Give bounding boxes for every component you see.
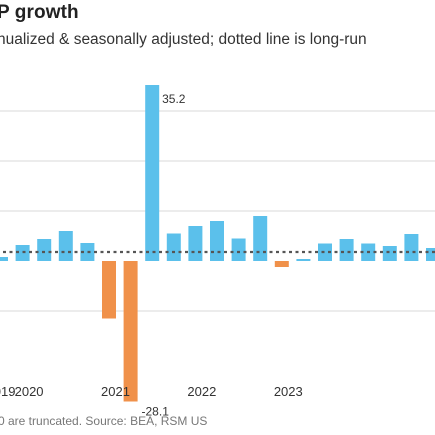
bar (102, 261, 116, 319)
bar (426, 248, 435, 261)
bars (0, 85, 435, 402)
bar (0, 257, 8, 261)
bar (404, 234, 419, 261)
gridlines (0, 110, 435, 312)
bar (296, 259, 311, 261)
bar (231, 238, 246, 261)
bar (274, 261, 289, 267)
bar (188, 226, 203, 261)
x-tick-label: 2020 (15, 384, 44, 399)
chart-subtitle: nualized & seasonally adjusted; dotted l… (0, 31, 367, 48)
data-labels: 35.2 -28.1 (142, 92, 186, 419)
bar (339, 239, 354, 261)
x-tick-label: 2023 (274, 384, 303, 399)
x-axis-tick-labels: 20192020 2021 2022 2023 (0, 384, 303, 399)
bar (166, 233, 181, 261)
data-label: -28.1 (142, 405, 170, 419)
bar (253, 216, 268, 261)
bar (37, 239, 52, 261)
chart-footnote: 0 are truncated. Source: BEA, RSM US (0, 414, 208, 428)
x-tick-label: 2021 (101, 384, 130, 399)
bar (382, 246, 397, 261)
data-label: 35.2 (162, 92, 186, 106)
bar (145, 85, 160, 261)
bar (58, 231, 73, 261)
bar (210, 221, 224, 261)
bar (318, 243, 332, 261)
bar (80, 243, 95, 261)
chart-title: P growth (0, 2, 79, 23)
bar (123, 261, 138, 402)
x-tick-label: 2019 (0, 384, 15, 399)
x-tick-label: 2022 (187, 384, 216, 399)
